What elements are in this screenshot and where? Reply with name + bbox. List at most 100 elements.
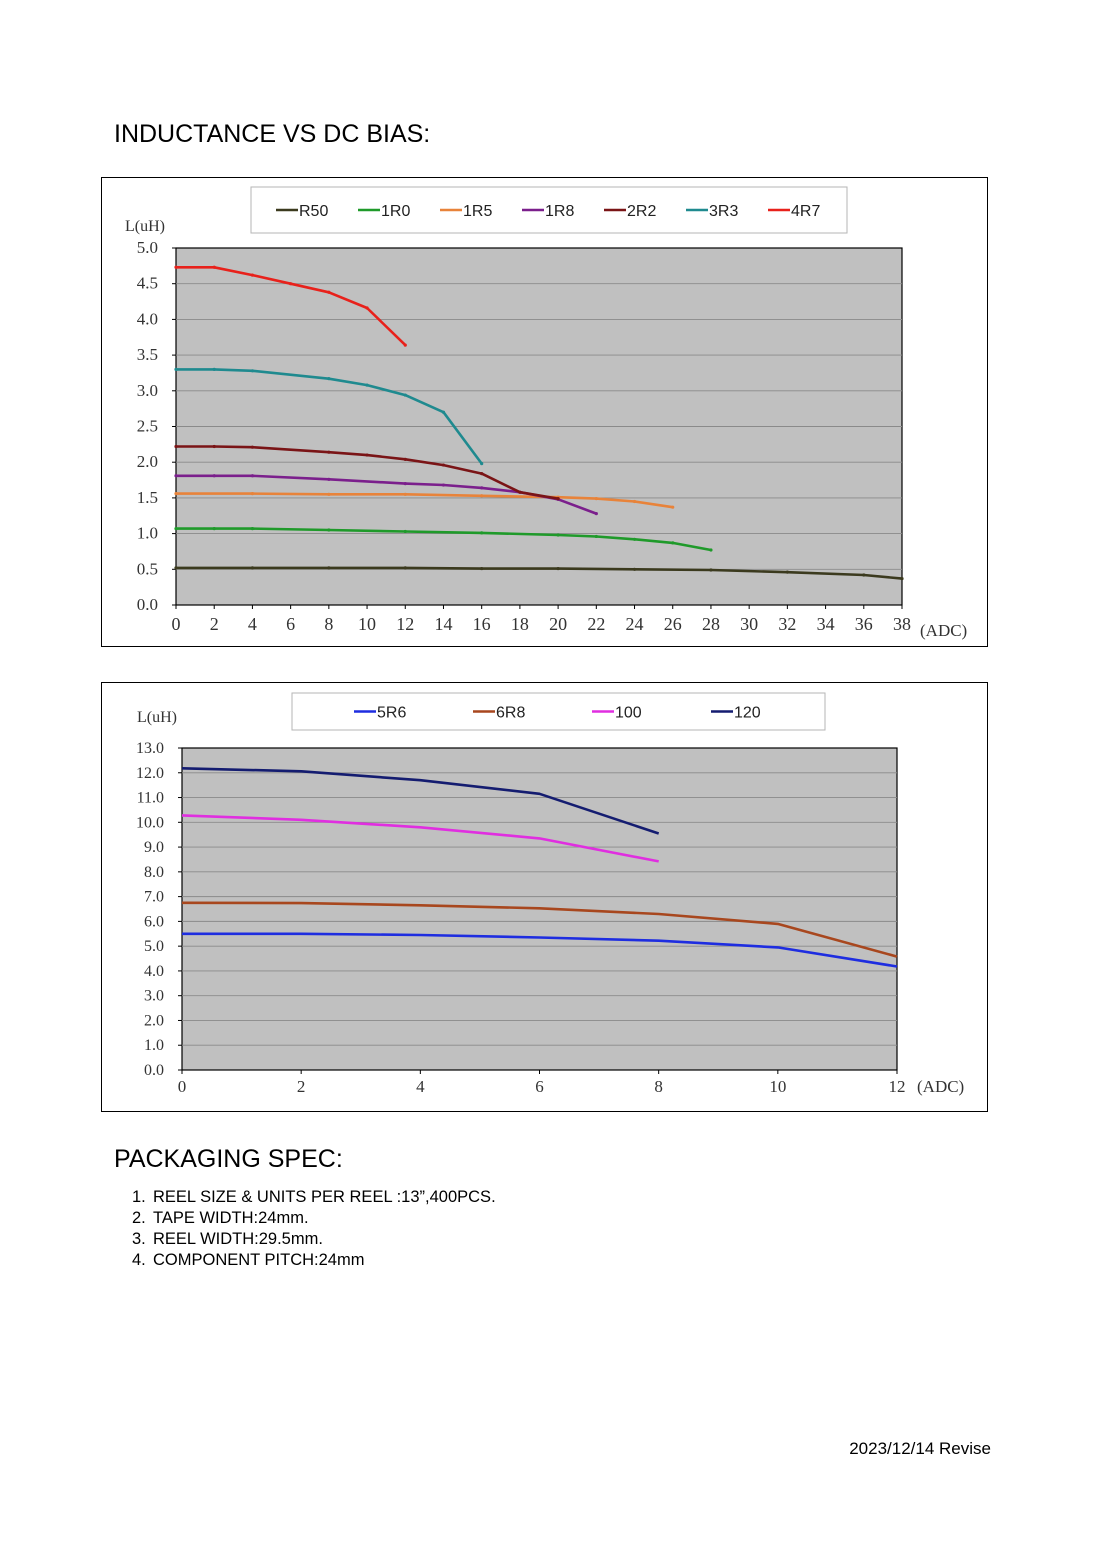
- data-point-2R2: [556, 497, 560, 501]
- x-tick-label: 38: [893, 614, 911, 634]
- series-line-2R2: [176, 445, 559, 500]
- packaging-item: 4. COMPONENT PITCH:24mm: [132, 1250, 496, 1271]
- x-tick-label: 24: [626, 614, 644, 634]
- x-tick-label: 14: [434, 614, 452, 634]
- data-point-1R8: [327, 477, 331, 481]
- x-tick-label: 4: [416, 1077, 425, 1096]
- packaging-item: 3. REEL WIDTH:29.5mm.: [132, 1229, 496, 1250]
- x-tick-label: 16: [473, 614, 491, 634]
- data-point-R50: [785, 570, 789, 574]
- data-point-2R2: [327, 450, 331, 454]
- data-point-1R0: [671, 541, 675, 545]
- section-title-inductance: INDUCTANCE VS DC BIAS:: [114, 120, 431, 148]
- y-tick-label: 2.0: [144, 1012, 164, 1029]
- x-tick-label: 22: [587, 614, 605, 634]
- data-point-1R0: [403, 529, 407, 534]
- y-tick-label: 3.0: [144, 988, 164, 1005]
- data-point-R50: [250, 566, 255, 570]
- x-tick-label: 10: [769, 1077, 786, 1096]
- legend-label: 5R6: [377, 705, 406, 722]
- legend-box: [291, 692, 826, 731]
- data-point-3R3: [365, 383, 369, 387]
- data-point-3R3: [327, 377, 331, 381]
- data-point-1R0: [556, 533, 560, 537]
- packaging-item-text: REEL SIZE & UNITS PER REEL :13”,400PCS.: [153, 1188, 496, 1206]
- legend-label: 3R3: [709, 203, 738, 220]
- legend-label: 1R8: [545, 203, 574, 220]
- y-tick-label: 4.0: [137, 309, 158, 328]
- data-point-1R5: [250, 492, 255, 496]
- packaging-item-text: COMPONENT PITCH:24mm: [153, 1251, 365, 1269]
- packaging-item-text: REEL WIDTH:29.5mm.: [153, 1230, 323, 1248]
- section-title-packaging: PACKAGING SPEC:: [114, 1145, 343, 1173]
- x-tick-label: 4: [248, 614, 257, 634]
- data-point-R50: [403, 566, 407, 570]
- packaging-item: 2. TAPE WIDTH:24mm.: [132, 1208, 496, 1229]
- series-line-100: [181, 814, 659, 863]
- x-tick-label: 20: [549, 614, 567, 634]
- data-point-R50: [709, 568, 713, 572]
- legend-box: [250, 186, 848, 234]
- data-point-1R0: [632, 537, 637, 541]
- series-line-120: [181, 767, 660, 835]
- data-point-3R3: [250, 369, 255, 373]
- x-tick-label: 0: [172, 614, 181, 634]
- data-point-2R2: [212, 444, 216, 449]
- legend-label: 100: [615, 705, 642, 722]
- legend-label: 6R8: [496, 705, 525, 722]
- packaging-item-text: TAPE WIDTH:24mm.: [153, 1209, 309, 1227]
- y-tick-label: 1.5: [137, 488, 158, 507]
- x-tick-label: 8: [324, 614, 333, 634]
- y-tick-label: 0.0: [144, 1062, 164, 1079]
- data-point-4R7: [289, 282, 293, 286]
- data-point-2R2: [365, 453, 369, 457]
- chart-inductance-high: 0.0 1.0 2.0 3.0 4.0 5.0 6.0 7.0 8.0 9.0 10.0 11.0 12…: [101, 682, 988, 1112]
- data-point-R50: [556, 566, 560, 571]
- y-tick-label: 3.5: [137, 345, 158, 364]
- revision-note: 2023/12/14 Revise: [849, 1439, 991, 1458]
- y-tick-label: 1.0: [144, 1037, 164, 1054]
- data-point-3R3: [441, 410, 446, 414]
- y-axis-label: L(uH): [137, 709, 177, 726]
- data-point-R50: [900, 576, 904, 581]
- legend-label: R50: [299, 203, 328, 220]
- x-axis-label: (ADC): [917, 1077, 964, 1096]
- x-tick-label: 36: [855, 614, 873, 634]
- data-point-2R2: [441, 463, 446, 467]
- packaging-item-number: 2.: [132, 1209, 146, 1227]
- series-line-6R8: [181, 901, 898, 958]
- data-point-1R8: [212, 474, 216, 478]
- packaging-item-number: 4.: [132, 1251, 146, 1269]
- data-point-1R8: [480, 486, 484, 490]
- y-tick-label: 10.0: [136, 814, 164, 831]
- legend-label: 2R2: [627, 203, 656, 220]
- data-point-2R2: [174, 444, 178, 449]
- legend-label: 1R0: [381, 203, 410, 220]
- x-tick-label: 2: [297, 1077, 306, 1096]
- x-tick-label: 30: [740, 614, 758, 634]
- data-point-R50: [862, 573, 866, 577]
- chart-inductance-high-svg: 0.0 1.0 2.0 3.0 4.0 5.0 6.0 7.0 8.0 9.0 10.0 11.0 12…: [136, 692, 964, 1096]
- y-tick-label: 1.0: [137, 524, 158, 543]
- y-tick-label: 2.0: [137, 452, 158, 471]
- x-tick-label: 34: [817, 614, 835, 634]
- data-point-4R7: [212, 265, 216, 269]
- series-line-3R3: [176, 368, 483, 465]
- data-point-1R0: [709, 548, 713, 552]
- data-point-3R3: [403, 393, 407, 397]
- packaging-item: 1. REEL SIZE & UNITS PER REEL :13”,400PCS…: [132, 1187, 496, 1208]
- data-point-1R8: [403, 482, 407, 486]
- data-point-1R0: [480, 531, 484, 535]
- x-tick-label: 10: [358, 614, 376, 634]
- x-tick-label: 26: [664, 614, 682, 634]
- data-point-4R7: [327, 290, 331, 294]
- data-point-2R2: [403, 457, 407, 461]
- y-tick-label: 4.0: [144, 963, 164, 980]
- data-point-1R5: [174, 492, 178, 496]
- packaging-item-number: 1.: [132, 1188, 146, 1206]
- data-point-2R2: [480, 472, 484, 476]
- y-tick-label: 0.0: [137, 595, 158, 614]
- data-point-R50: [632, 567, 637, 571]
- data-point-1R5: [403, 492, 407, 496]
- data-point-1R8: [250, 474, 255, 478]
